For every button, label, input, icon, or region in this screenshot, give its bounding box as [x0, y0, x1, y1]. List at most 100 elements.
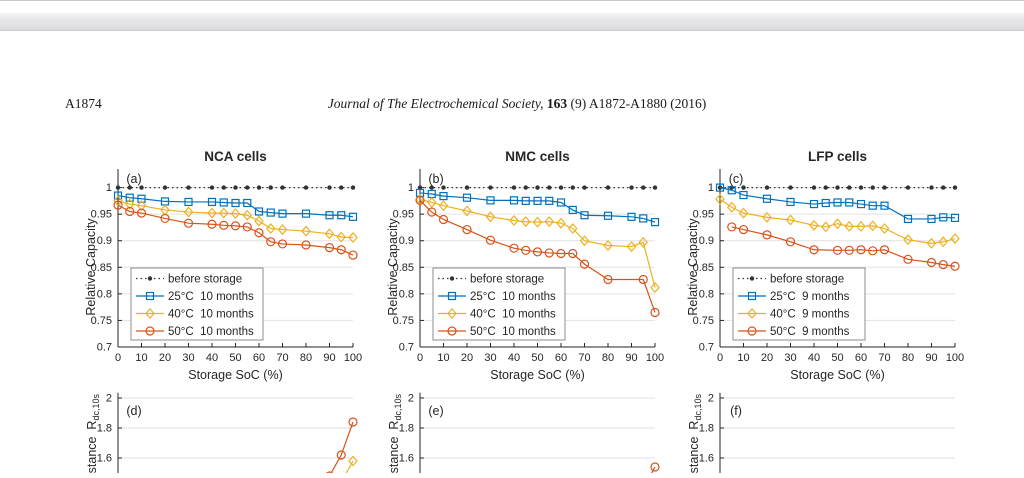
svg-text:1.6: 1.6 — [399, 453, 414, 465]
svg-text:0.9: 0.9 — [97, 235, 112, 247]
svg-text:0.8: 0.8 — [97, 288, 112, 300]
svg-text:40: 40 — [508, 352, 520, 364]
svg-text:0: 0 — [717, 352, 723, 364]
svg-text:0.75: 0.75 — [91, 315, 112, 327]
svg-text:Storage SoC (%): Storage SoC (%) — [790, 368, 884, 382]
chart-e-canvas: 1.6 1.8 2 (e) Relative Resistance Rdc,10s — [387, 393, 660, 478]
svg-text:80: 80 — [602, 352, 614, 364]
svg-text:40: 40 — [808, 352, 820, 364]
svg-text:Relative Capacity: Relative Capacity — [386, 218, 400, 316]
svg-text:0.8: 0.8 — [399, 288, 414, 300]
svg-text:100: 100 — [946, 352, 964, 364]
svg-text:90: 90 — [925, 352, 937, 364]
svg-text:0.85: 0.85 — [693, 262, 714, 274]
page-number: A1874 — [65, 96, 102, 111]
svg-text:1.6: 1.6 — [699, 453, 714, 465]
svg-text:0.95: 0.95 — [393, 209, 414, 221]
svg-text:(f): (f) — [730, 404, 742, 418]
svg-text:100: 100 — [344, 352, 362, 364]
svg-text:Relative Resistance Rdc,10s: Relative Resistance Rdc,10s — [85, 394, 101, 473]
svg-text:1.6: 1.6 — [97, 453, 112, 465]
svg-text:60: 60 — [855, 352, 867, 364]
svg-text:0.9: 0.9 — [399, 235, 414, 247]
svg-text:50°C 10 months: 50°C 10 months — [470, 326, 556, 338]
svg-text:before storage: before storage — [168, 274, 242, 286]
svg-text:(b): (b) — [428, 172, 443, 186]
svg-text:before storage: before storage — [470, 274, 544, 286]
paper-header: A1874 Journal of The Electrochemical Soc… — [0, 96, 1024, 114]
svg-text:(e): (e) — [428, 404, 443, 418]
svg-text:25°C 10 months: 25°C 10 months — [168, 291, 254, 303]
chart-e-resistance-partial: 1.6 1.8 2 (e) Relative Resistance Rdc,10s — [362, 388, 667, 478]
svg-text:50°C 9 months: 50°C 9 months — [770, 326, 850, 338]
svg-text:40: 40 — [206, 352, 218, 364]
svg-text:50: 50 — [831, 352, 843, 364]
svg-text:70: 70 — [578, 352, 590, 364]
svg-text:Relative Capacity: Relative Capacity — [84, 218, 98, 316]
journal-name: Journal of The Electrochemical Society, — [327, 96, 547, 111]
svg-text:2: 2 — [408, 393, 414, 405]
svg-text:Relative Resistance Rdc,10s: Relative Resistance Rdc,10s — [387, 394, 403, 473]
chart-d-canvas: 1.6 1.8 2 (d) Relative Resistance Rdc,10s — [85, 393, 358, 478]
svg-text:1: 1 — [106, 182, 112, 194]
svg-text:0.95: 0.95 — [693, 209, 714, 221]
svg-text:LFP cells: LFP cells — [808, 149, 867, 164]
svg-text:0.9: 0.9 — [699, 235, 714, 247]
svg-text:2: 2 — [106, 393, 112, 405]
svg-text:40°C 9 months: 40°C 9 months — [770, 309, 850, 321]
svg-text:Storage SoC (%): Storage SoC (%) — [188, 368, 282, 382]
svg-text:1: 1 — [408, 182, 414, 194]
svg-text:1: 1 — [708, 182, 714, 194]
svg-text:(a): (a) — [126, 172, 141, 186]
svg-text:70: 70 — [878, 352, 890, 364]
svg-text:10: 10 — [437, 352, 449, 364]
svg-text:50: 50 — [531, 352, 543, 364]
svg-text:0.75: 0.75 — [693, 315, 714, 327]
svg-text:2: 2 — [708, 393, 714, 405]
svg-text:20: 20 — [761, 352, 773, 364]
svg-text:90: 90 — [323, 352, 335, 364]
svg-text:0: 0 — [417, 352, 423, 364]
chart-f-canvas: 1.6 1.8 2 (f) Relative Resistance Rdc,10s — [687, 393, 955, 478]
svg-text:10: 10 — [135, 352, 147, 364]
svg-text:80: 80 — [902, 352, 914, 364]
svg-text:20: 20 — [159, 352, 171, 364]
svg-text:(c): (c) — [729, 172, 744, 186]
svg-text:0.7: 0.7 — [699, 342, 714, 354]
svg-text:40°C 10 months: 40°C 10 months — [470, 309, 556, 321]
svg-text:100: 100 — [646, 352, 664, 364]
svg-text:0.7: 0.7 — [97, 342, 112, 354]
svg-text:Storage SoC (%): Storage SoC (%) — [490, 368, 584, 382]
chart-a-nca-cells: 0.7 0.75 0.8 0.85 0.9 0.95 1 0 10 20 30 40 50 60 70 80 9… — [60, 142, 365, 393]
svg-text:0.7: 0.7 — [399, 342, 414, 354]
svg-text:90: 90 — [625, 352, 637, 364]
chart-f-resistance-partial: 1.6 1.8 2 (f) Relative Resistance Rdc,10s — [662, 388, 967, 478]
svg-text:25°C 10 months: 25°C 10 months — [470, 291, 556, 303]
svg-text:10: 10 — [737, 352, 749, 364]
svg-text:0.85: 0.85 — [91, 262, 112, 274]
window-edge-line — [0, 0, 1024, 1]
svg-text:0.8: 0.8 — [699, 288, 714, 300]
svg-text:60: 60 — [555, 352, 567, 364]
svg-text:Relative Capacity: Relative Capacity — [686, 218, 700, 316]
svg-text:60: 60 — [253, 352, 265, 364]
svg-text:40°C 10 months: 40°C 10 months — [168, 309, 254, 321]
svg-text:NMC cells: NMC cells — [505, 149, 570, 164]
svg-text:0.95: 0.95 — [91, 209, 112, 221]
journal-issue-pages: (9) A1872-A1880 (2016) — [567, 96, 707, 111]
svg-text:1.8: 1.8 — [399, 423, 414, 435]
svg-text:30: 30 — [182, 352, 194, 364]
svg-text:0.85: 0.85 — [393, 262, 414, 274]
svg-text:80: 80 — [300, 352, 312, 364]
chart-d-resistance-partial: 1.6 1.8 2 (d) Relative Resistance Rdc,10s — [60, 388, 365, 478]
running-head-citation: Journal of The Electrochemical Society, … — [0, 96, 1024, 112]
svg-text:50: 50 — [229, 352, 241, 364]
svg-text:20: 20 — [461, 352, 473, 364]
svg-text:30: 30 — [484, 352, 496, 364]
svg-text:1.8: 1.8 — [699, 423, 714, 435]
svg-text:(d): (d) — [126, 404, 141, 418]
svg-text:before storage: before storage — [770, 274, 844, 286]
svg-text:1.8: 1.8 — [97, 423, 112, 435]
